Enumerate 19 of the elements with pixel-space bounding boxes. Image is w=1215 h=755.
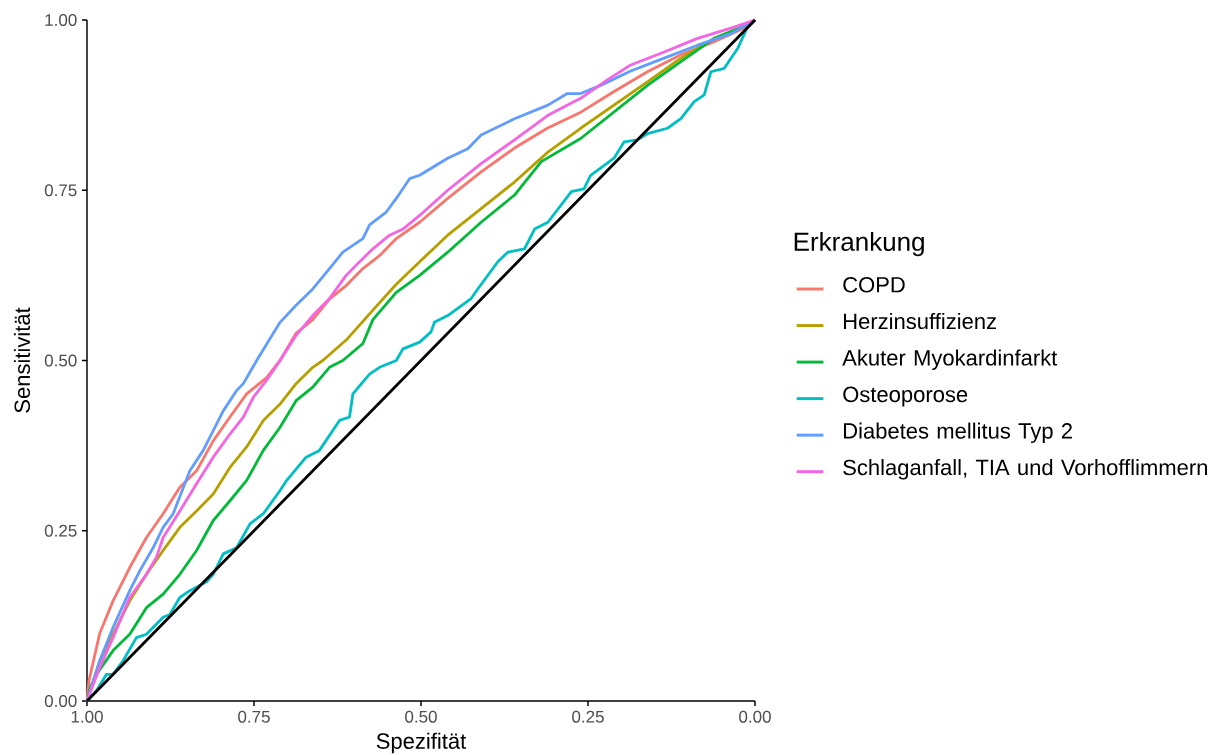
y-tick-label: 0.00 <box>44 694 77 708</box>
x-axis-title: Spezifität <box>376 732 467 754</box>
x-tick-label: 0.75 <box>238 710 270 723</box>
legend-label: Akuter Myokardinfarkt <box>842 349 1058 370</box>
y-tick-label: 0.50 <box>44 354 77 367</box>
y-axis-title: Sensitivität <box>13 307 31 413</box>
x-tick-label: 0.00 <box>739 710 771 723</box>
legend-title: Erkrankung <box>794 231 924 257</box>
x-tick-label: 0.50 <box>405 710 437 723</box>
y-tick-label: 0.25 <box>44 524 77 537</box>
legend-label: COPD <box>843 276 905 293</box>
legend-label: Herzinsuffizienz <box>844 312 996 330</box>
y-tick-label: 0.75 <box>44 184 77 197</box>
legend-label: Schlaganfall, TIA und Vorhofflimmern <box>843 459 1207 480</box>
legend-label: Diabetes mellitus Typ 2 <box>844 422 1072 444</box>
y-tick-label: 1.00 <box>45 13 77 26</box>
x-tick-label: 1.00 <box>71 710 103 723</box>
x-tick-label: 0.25 <box>572 710 604 723</box>
legend-label: Osteoporose <box>843 386 968 407</box>
